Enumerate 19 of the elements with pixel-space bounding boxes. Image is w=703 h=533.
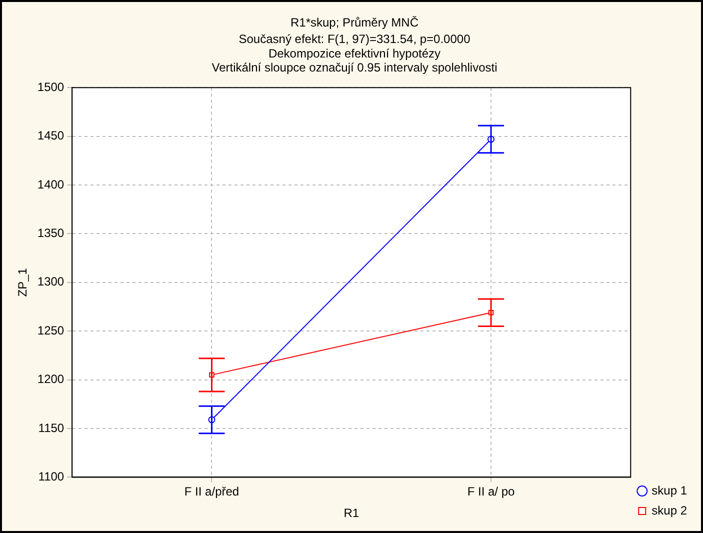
legend-label: skup 1 bbox=[652, 483, 688, 498]
x-tick-label: F II a/ po bbox=[467, 484, 516, 499]
y-tick-label: 1150 bbox=[38, 420, 64, 435]
y-axis-title: ZP_1 bbox=[16, 268, 30, 297]
y-tick-label: 1300 bbox=[37, 274, 64, 289]
x-tick-label: F II a/před bbox=[184, 484, 240, 499]
chart-subtitle: Současný efekt: F(1, 97)=331.54, p=0.0000 bbox=[238, 32, 471, 46]
text: Dekompozice efektivní hypotézy bbox=[268, 46, 441, 60]
y-tick-label: 1350 bbox=[37, 226, 64, 240]
y-tick-label: 1500 bbox=[37, 80, 64, 94]
y-tick-label: 1250 bbox=[37, 323, 64, 338]
y-tick-label: 1200 bbox=[37, 372, 64, 386]
y-tick-label: 1400 bbox=[37, 177, 64, 192]
x-axis-title: R1 bbox=[344, 506, 360, 520]
legend-label: skup 2 bbox=[652, 503, 688, 518]
y-tick-label: 1450 bbox=[37, 128, 64, 143]
chart-title: R1*skup; Průměry MNČ bbox=[290, 16, 419, 30]
text: Vertikální sloupce označují 0.95 intervaly spolehlivosti bbox=[212, 60, 498, 75]
y-tick-label: 1100 bbox=[38, 470, 64, 484]
